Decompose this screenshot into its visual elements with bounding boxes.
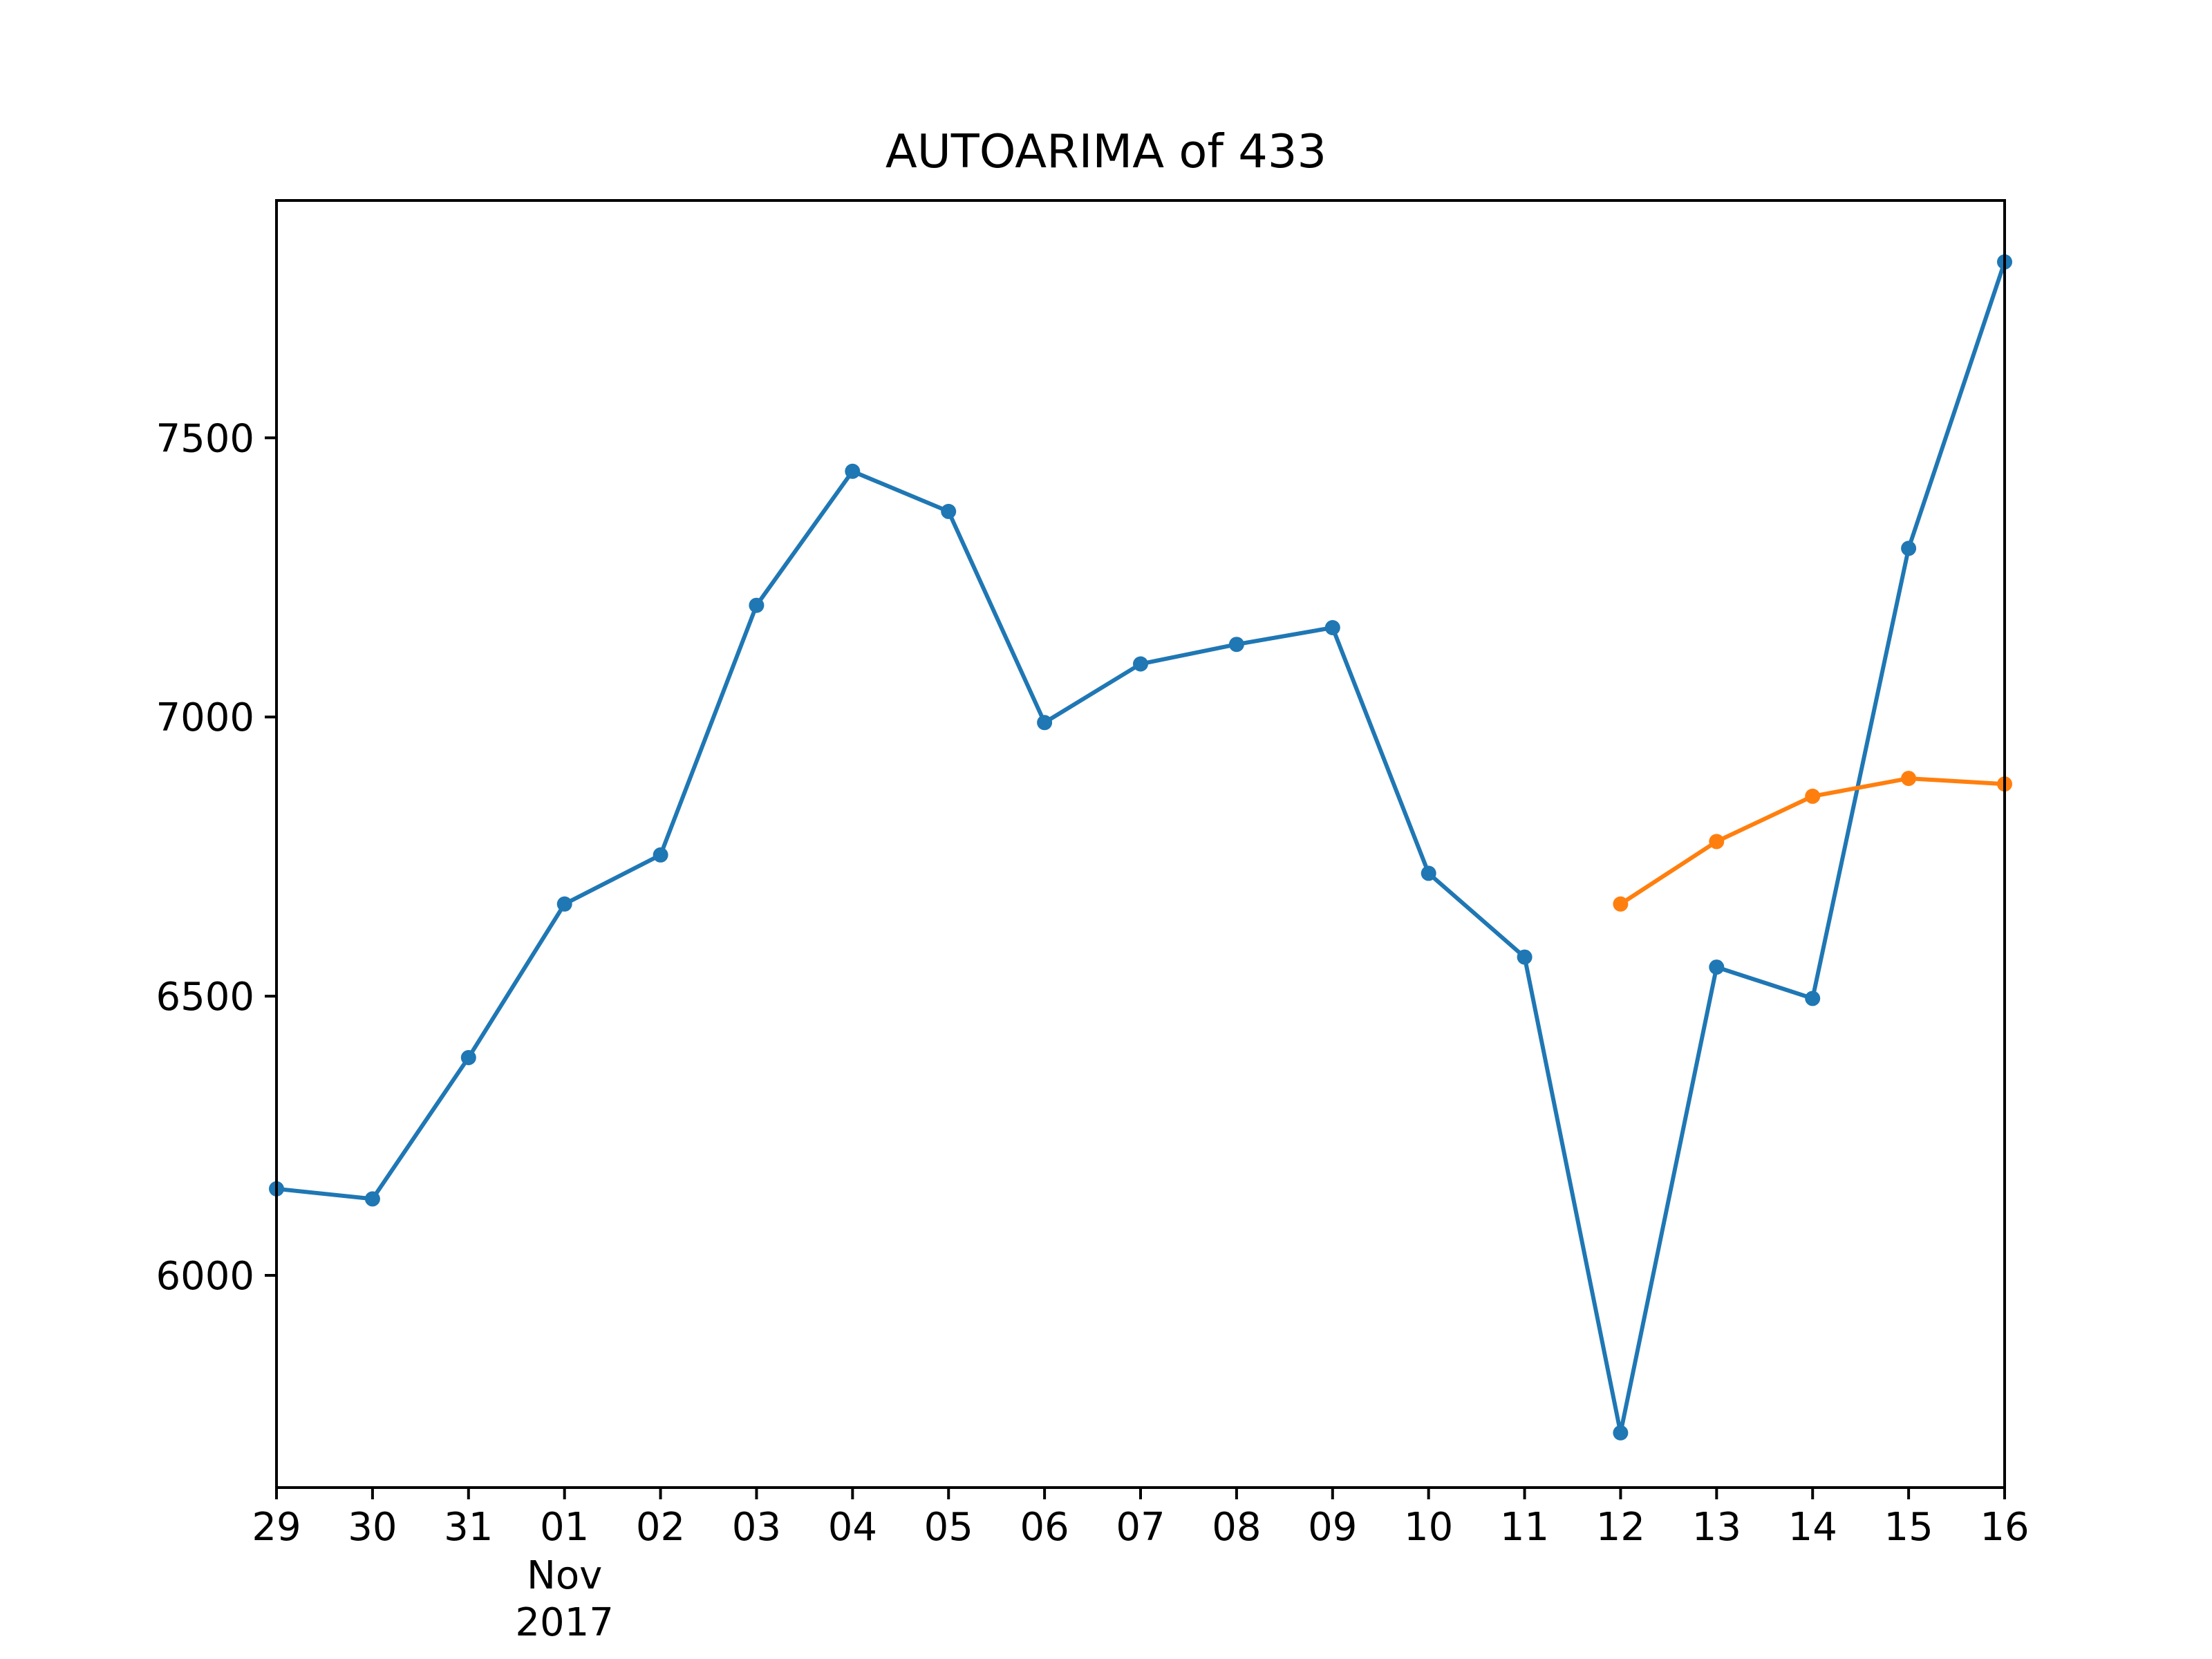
series-1-point xyxy=(1709,959,1725,975)
x-tick-label: 15 xyxy=(1884,1505,1933,1550)
series-1-point xyxy=(1805,991,1821,1006)
series-2-point xyxy=(1613,896,1629,912)
x-tick-label: 09 xyxy=(1308,1505,1357,1550)
x-tick-label: 30 xyxy=(348,1505,397,1550)
series-1-point xyxy=(460,1050,476,1065)
series-1-point xyxy=(845,463,861,479)
x-axis: 29 30 31 01 02 03 04 05 06 07 08 09 10 11 12 13 14 15 16 No… xyxy=(252,1488,2030,1645)
series-1-point xyxy=(1421,865,1436,881)
y-tick-label: 7500 xyxy=(156,416,254,461)
series-1-point xyxy=(1324,620,1340,635)
x-tick-label: 29 xyxy=(252,1505,301,1550)
x-tick-label: 10 xyxy=(1404,1505,1453,1550)
x-month-label: Nov xyxy=(527,1553,602,1598)
series-2-point xyxy=(1901,771,1917,787)
series-1-point xyxy=(653,847,668,863)
series-1-point xyxy=(1037,715,1053,731)
x-year-label: 2017 xyxy=(515,1600,614,1645)
y-axis: 6000 6500 7000 7500 xyxy=(156,416,276,1299)
series-1-point xyxy=(1613,1425,1629,1441)
x-tick-label: 07 xyxy=(1116,1505,1165,1550)
series-layer xyxy=(269,254,2012,1441)
series-1-point xyxy=(1228,637,1244,653)
y-tick-label: 6000 xyxy=(156,1254,254,1299)
x-tick-label: 03 xyxy=(732,1505,781,1550)
y-tick-label: 7000 xyxy=(156,695,254,740)
series-2-point xyxy=(1805,788,1821,804)
x-tick-label: 13 xyxy=(1692,1505,1741,1550)
series-2-point xyxy=(1709,834,1725,850)
x-tick-label: 12 xyxy=(1596,1505,1645,1550)
x-tick-label: 08 xyxy=(1212,1505,1261,1550)
series-1-point xyxy=(556,896,572,912)
series-1-point xyxy=(364,1191,380,1207)
x-tick-label: 04 xyxy=(828,1505,877,1550)
series-1-point xyxy=(1517,949,1533,965)
series-1-point xyxy=(941,503,957,519)
x-tick-label: 05 xyxy=(924,1505,973,1550)
y-tick-label: 6500 xyxy=(156,975,254,1020)
x-tick-label: 31 xyxy=(444,1505,493,1550)
x-tick-label: 01 xyxy=(540,1505,589,1550)
chart-title: AUTOARIMA of 433 xyxy=(885,124,1327,178)
x-tick-label: 14 xyxy=(1788,1505,1837,1550)
x-tick-label: 11 xyxy=(1500,1505,1549,1550)
series-1-point xyxy=(1901,541,1917,556)
x-tick-label: 16 xyxy=(1980,1505,2029,1550)
x-tick-label: 06 xyxy=(1020,1505,1069,1550)
series-1-point xyxy=(1133,656,1148,672)
x-tick-label: 02 xyxy=(636,1505,685,1550)
series-1-point xyxy=(749,597,765,613)
